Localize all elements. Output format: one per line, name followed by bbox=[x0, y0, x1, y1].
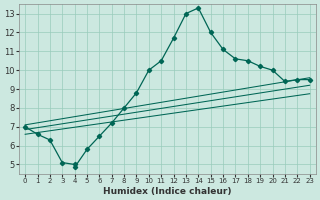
X-axis label: Humidex (Indice chaleur): Humidex (Indice chaleur) bbox=[103, 187, 232, 196]
